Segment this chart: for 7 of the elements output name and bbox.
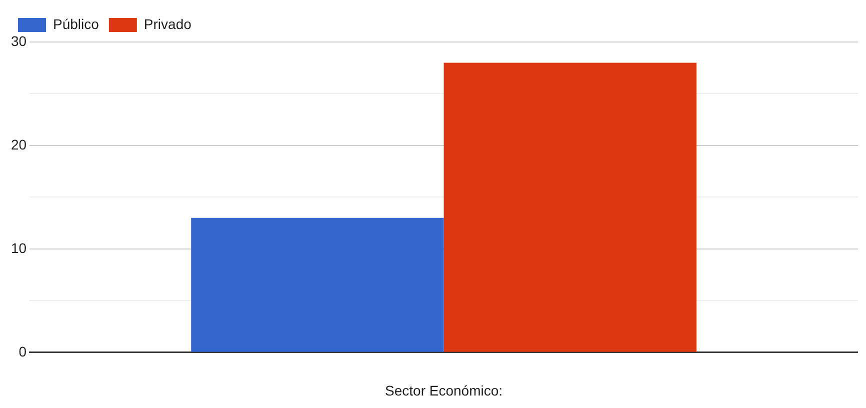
x-axis-title: Sector Económico: — [385, 382, 503, 398]
legend-label: Público — [53, 16, 100, 32]
y-tick-label: 10 — [10, 240, 27, 256]
y-tick-label: 0 — [18, 343, 27, 360]
y-tick-label: 20 — [10, 136, 27, 152]
legend-label: Privado — [144, 16, 192, 32]
y-tick-label: 30 — [10, 32, 27, 49]
